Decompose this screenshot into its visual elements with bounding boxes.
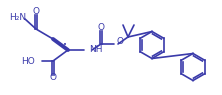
Text: O: O [32, 8, 40, 17]
Text: •: • [63, 42, 67, 48]
Text: NH: NH [89, 46, 103, 55]
Text: H₂N: H₂N [10, 13, 27, 23]
Text: HO: HO [21, 57, 35, 65]
Text: O: O [116, 38, 123, 46]
Text: O: O [97, 23, 105, 32]
Text: O: O [50, 74, 57, 82]
